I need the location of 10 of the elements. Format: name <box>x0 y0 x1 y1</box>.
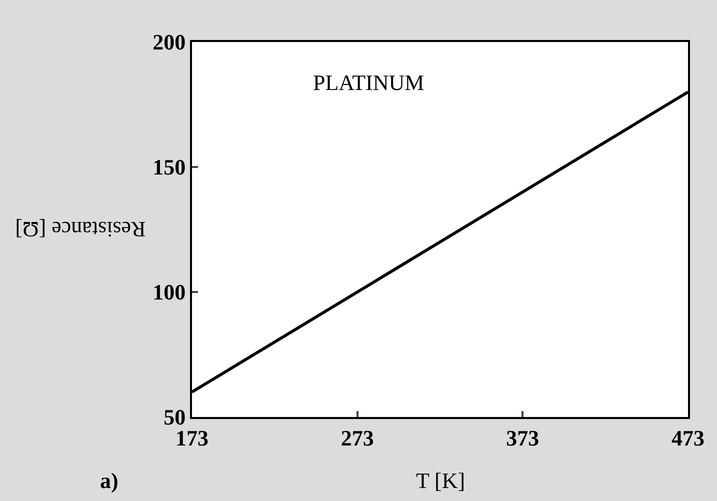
y-axis-title: Resistance [Ω] <box>15 217 146 242</box>
x-tick-label: 373 <box>506 425 540 450</box>
x-axis-title: T [K] <box>416 468 466 493</box>
x-tick-label: 473 <box>672 425 704 450</box>
y-tick-label: 100 <box>152 280 186 305</box>
y-tick-label: 200 <box>152 30 186 55</box>
x-tick-label: 273 <box>340 425 374 450</box>
text: a) <box>100 468 118 493</box>
annotation: PLATINUM <box>313 70 424 95</box>
y-tick-label: 150 <box>152 154 186 180</box>
